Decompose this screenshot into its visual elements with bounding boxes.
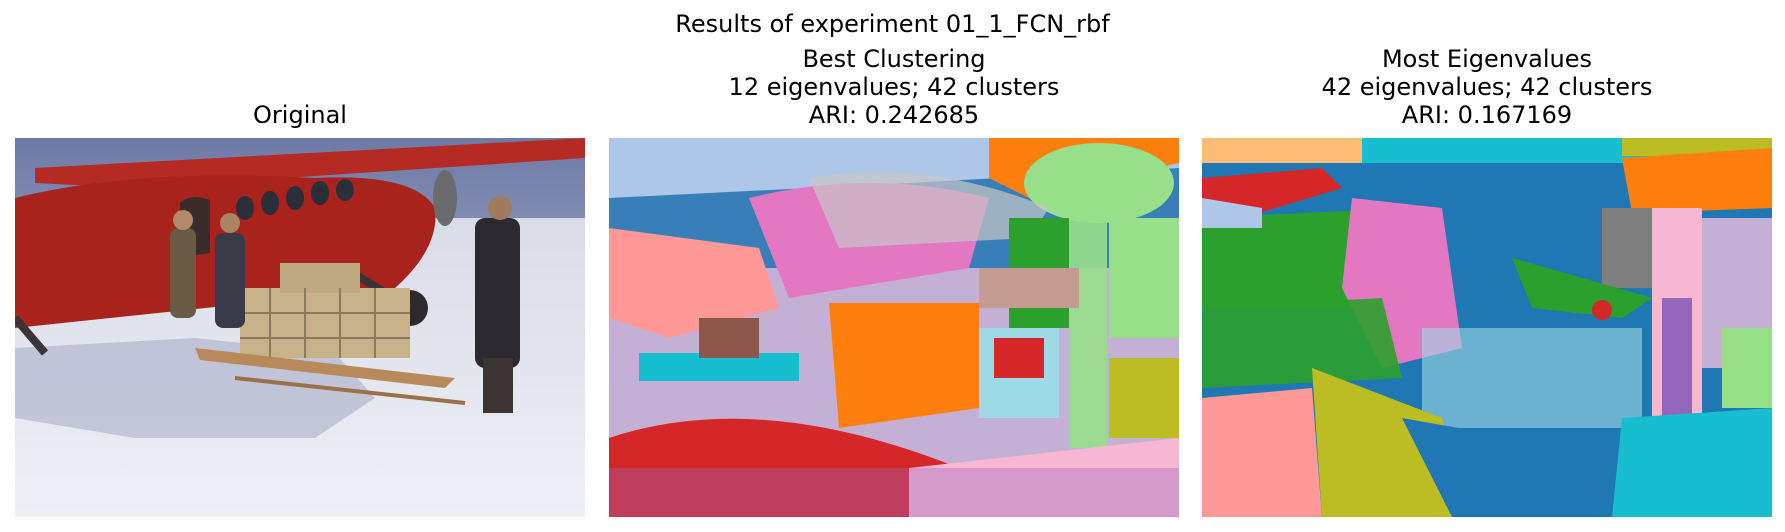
panel-title-most-eigenvalues: Most Eigenvalues 42 eigenvalues; 42 clus… [1202, 45, 1772, 129]
original-image [15, 138, 585, 517]
most-eigenvalues-image [1202, 138, 1772, 517]
segmentation-map-most [1202, 138, 1772, 517]
people [170, 196, 520, 413]
title-line: Most Eigenvalues [1381, 45, 1593, 73]
sled [195, 348, 455, 388]
title-line: Original [253, 101, 347, 129]
figure-suptitle: Results of experiment 01_1_FCN_rbf [675, 10, 1110, 38]
propeller [433, 170, 457, 226]
title-line: ARI: 0.167169 [1401, 101, 1573, 129]
panel-title-original: Original [15, 101, 585, 129]
title-line: 12 eigenvalues; 42 clusters [728, 73, 1060, 101]
title-line: Best Clustering [802, 45, 986, 73]
title-line: 42 eigenvalues; 42 clusters [1321, 73, 1653, 101]
airplane-windows [236, 179, 354, 220]
crates [240, 263, 410, 358]
panel-title-best-clustering: Best Clustering 12 eigenvalues; 42 clust… [609, 45, 1179, 129]
title-line: ARI: 0.242685 [808, 101, 980, 129]
best-clustering-image [609, 138, 1179, 517]
airplane-wing [35, 138, 585, 188]
segmentation-map-best [609, 138, 1179, 517]
original-photo-drawing [15, 138, 585, 517]
